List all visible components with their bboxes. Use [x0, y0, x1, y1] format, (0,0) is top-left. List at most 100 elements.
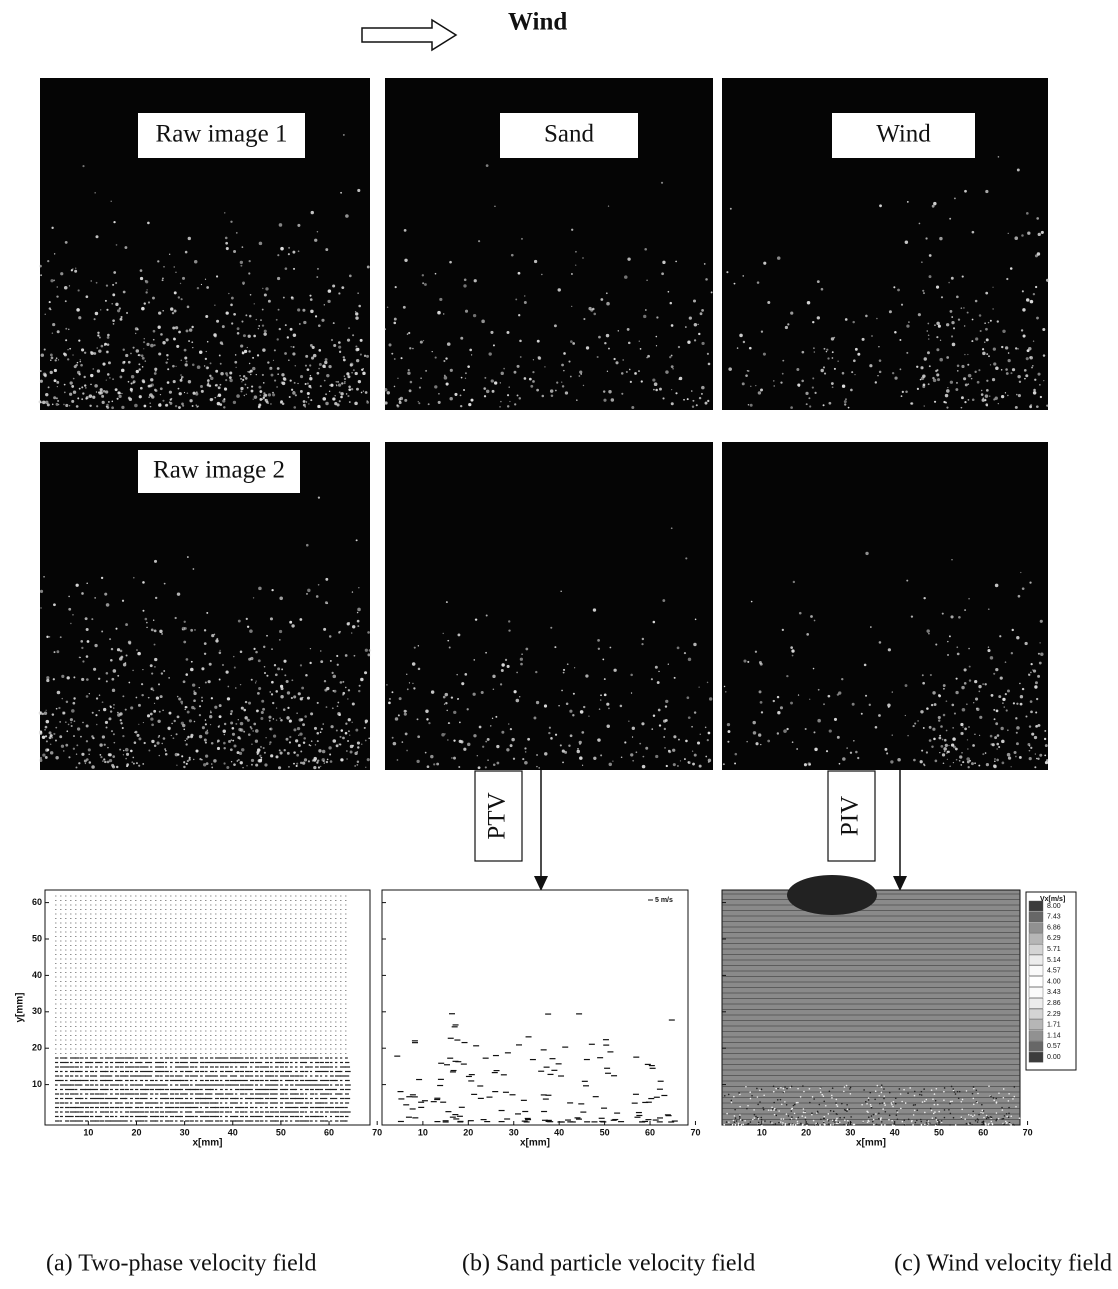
particle	[151, 688, 153, 690]
particle	[293, 333, 296, 336]
particle	[790, 406, 793, 409]
particle	[240, 390, 242, 392]
particle	[185, 709, 186, 710]
particle	[823, 703, 825, 705]
particle	[221, 343, 223, 345]
particle	[122, 695, 124, 697]
particle	[947, 751, 949, 753]
particle	[95, 235, 98, 238]
particle	[143, 341, 145, 343]
particle	[230, 710, 233, 713]
particle	[923, 727, 925, 729]
particle	[325, 402, 328, 405]
particle	[333, 399, 335, 401]
particle	[177, 592, 180, 595]
particle	[418, 645, 419, 646]
particle	[698, 686, 699, 687]
particle	[394, 358, 396, 360]
particle	[187, 736, 190, 739]
particle	[299, 718, 303, 722]
particle	[985, 394, 988, 397]
particle	[188, 380, 191, 383]
particle	[185, 363, 188, 366]
particle	[624, 275, 628, 279]
particle	[332, 739, 336, 743]
particle	[165, 404, 168, 407]
particle	[209, 663, 212, 666]
particle	[758, 733, 761, 736]
particle	[665, 700, 668, 703]
particle	[653, 715, 655, 717]
particle	[86, 655, 89, 658]
particle	[291, 297, 294, 300]
particle	[387, 391, 390, 394]
particle	[98, 710, 100, 712]
particle	[416, 760, 419, 763]
particle	[465, 378, 466, 379]
particle	[344, 382, 346, 384]
particle	[773, 700, 775, 702]
particle	[144, 338, 145, 339]
particle	[367, 758, 370, 761]
particle	[158, 352, 161, 355]
particle	[248, 272, 250, 274]
particle	[367, 653, 370, 656]
particle	[318, 349, 321, 352]
particle	[56, 381, 59, 384]
particle	[465, 372, 467, 374]
particle	[956, 646, 958, 648]
particle	[401, 357, 403, 359]
particle	[663, 736, 665, 738]
particle	[653, 621, 656, 624]
particle	[39, 265, 42, 268]
particle	[443, 313, 444, 314]
particle	[105, 721, 108, 724]
particle	[276, 319, 278, 321]
particle	[494, 206, 495, 207]
particle	[322, 397, 326, 401]
particle	[571, 306, 572, 307]
particle	[80, 640, 83, 643]
particle	[230, 721, 233, 724]
particle	[244, 716, 247, 719]
particle	[892, 734, 893, 735]
particle	[292, 352, 295, 355]
particle	[153, 330, 156, 333]
particle	[842, 757, 846, 761]
plot: 10203040506070x[mm]102030405060y[mm]	[15, 890, 383, 1149]
particle	[261, 711, 264, 714]
particle	[262, 348, 265, 351]
particle	[178, 697, 181, 700]
particle	[734, 283, 736, 285]
particle	[419, 387, 421, 389]
particle	[982, 399, 985, 402]
particle	[993, 764, 996, 767]
particle	[521, 238, 523, 240]
particle	[356, 764, 358, 766]
particle	[64, 286, 68, 290]
particle	[71, 725, 73, 727]
particle	[99, 336, 101, 338]
particle	[260, 395, 261, 396]
particle	[240, 344, 243, 347]
particle	[683, 399, 685, 401]
particle	[996, 710, 999, 713]
particle	[996, 759, 999, 762]
particle	[639, 340, 640, 341]
particle	[204, 642, 207, 645]
particle	[986, 389, 989, 392]
particle	[905, 390, 908, 393]
particle	[115, 303, 118, 306]
particle	[551, 395, 554, 398]
particle	[1016, 394, 1018, 396]
particle	[177, 696, 179, 698]
particle	[1017, 375, 1020, 378]
particle	[293, 346, 295, 348]
particle	[673, 763, 676, 766]
particle	[154, 744, 156, 746]
particle	[1006, 278, 1008, 280]
particle	[464, 279, 467, 282]
particle	[49, 731, 52, 734]
particle	[226, 766, 229, 769]
particle	[845, 318, 848, 321]
